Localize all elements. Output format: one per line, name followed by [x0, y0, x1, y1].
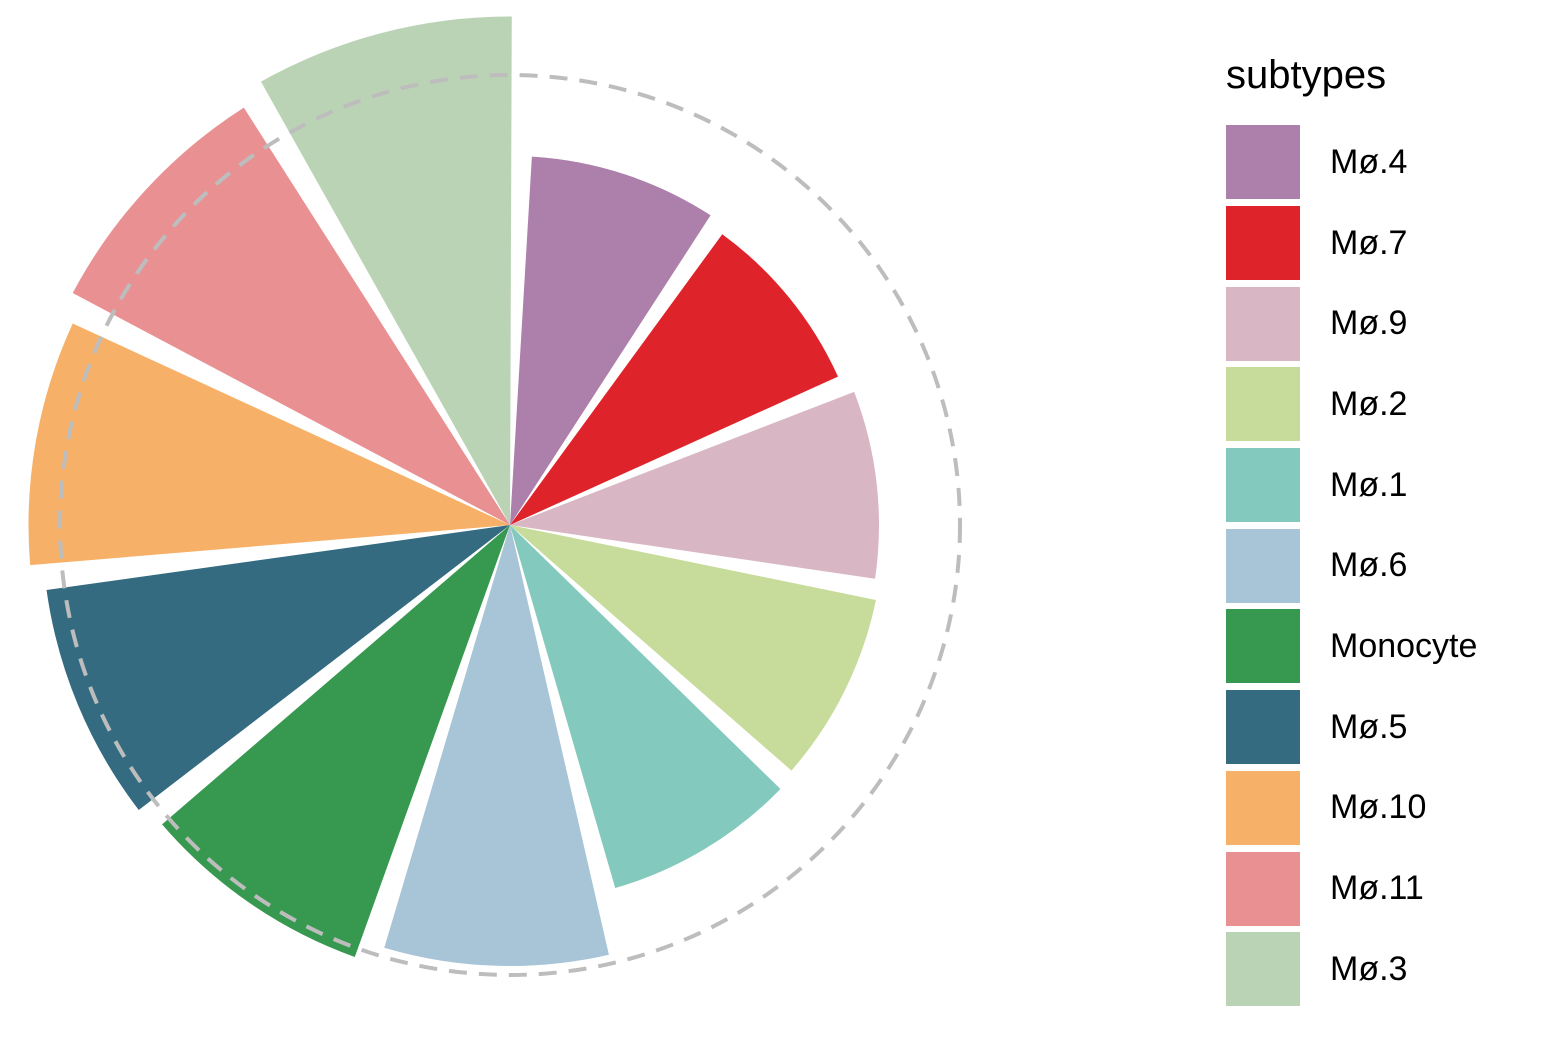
legend-item: Mø.9 [1226, 283, 1477, 364]
legend-item: Mø.3 [1226, 929, 1477, 1010]
wedge-m-2 [510, 525, 876, 771]
wedge-m-7 [510, 234, 838, 525]
legend-swatch [1226, 690, 1300, 765]
legend-swatch [1226, 851, 1300, 926]
legend-item: Mø.7 [1226, 203, 1477, 284]
legend-label: Mø.1 [1330, 465, 1408, 504]
legend-label: Monocyte [1330, 626, 1478, 665]
legend-swatch [1226, 125, 1300, 200]
legend-label: Mø.2 [1330, 384, 1408, 423]
legend-swatch [1226, 206, 1300, 281]
legend-label: Mø.5 [1330, 707, 1408, 746]
legend-item: Mø.6 [1226, 525, 1477, 606]
wedge-m-11 [72, 107, 510, 526]
legend-item: Mø.2 [1226, 364, 1477, 445]
legend-title: subtypes [1226, 53, 1387, 97]
legend-item: Monocyte [1226, 606, 1477, 687]
legend-item: Mø.5 [1226, 687, 1477, 768]
legend-swatch [1226, 770, 1300, 845]
wedge-m-4 [510, 156, 711, 525]
wedge-m-10 [28, 323, 510, 566]
legend-swatch [1226, 932, 1300, 1007]
wedge-m-6 [384, 525, 609, 966]
legend-item: Mø.4 [1226, 122, 1477, 203]
legend-label: Mø.6 [1330, 546, 1408, 585]
legend-item: Mø.1 [1226, 445, 1477, 526]
legend: subtypes Mø.4 Mø.7 Mø.9 Mø.2 Mø.1 Mø.6 Monocyt… [1226, 50, 1477, 1010]
wedge-m-9 [510, 391, 879, 579]
legend-items: Mø.4 Mø.7 Mø.9 Mø.2 Mø.1 Mø.6 Monocyte Mø.5 Mø.1… [1226, 122, 1477, 1010]
legend-swatch [1226, 286, 1300, 361]
legend-label: Mø.10 [1330, 788, 1427, 827]
wedge-monocyte [162, 525, 510, 957]
wedge-m-5 [46, 525, 510, 810]
legend-label: Mø.7 [1330, 223, 1408, 262]
legend-swatch [1226, 367, 1300, 442]
legend-item: Mø.11 [1226, 848, 1477, 929]
legend-label: Mø.11 [1330, 869, 1424, 908]
wedge-m-3 [260, 16, 512, 525]
reference-circle [58, 73, 962, 977]
legend-label: Mø.4 [1330, 142, 1408, 181]
legend-label: Mø.9 [1330, 304, 1408, 343]
legend-swatch [1226, 528, 1300, 603]
wedge-m-1 [510, 525, 781, 889]
legend-label: Mø.3 [1330, 949, 1408, 988]
legend-swatch [1226, 609, 1300, 684]
legend-item: Mø.10 [1226, 768, 1477, 849]
legend-swatch [1226, 448, 1300, 523]
